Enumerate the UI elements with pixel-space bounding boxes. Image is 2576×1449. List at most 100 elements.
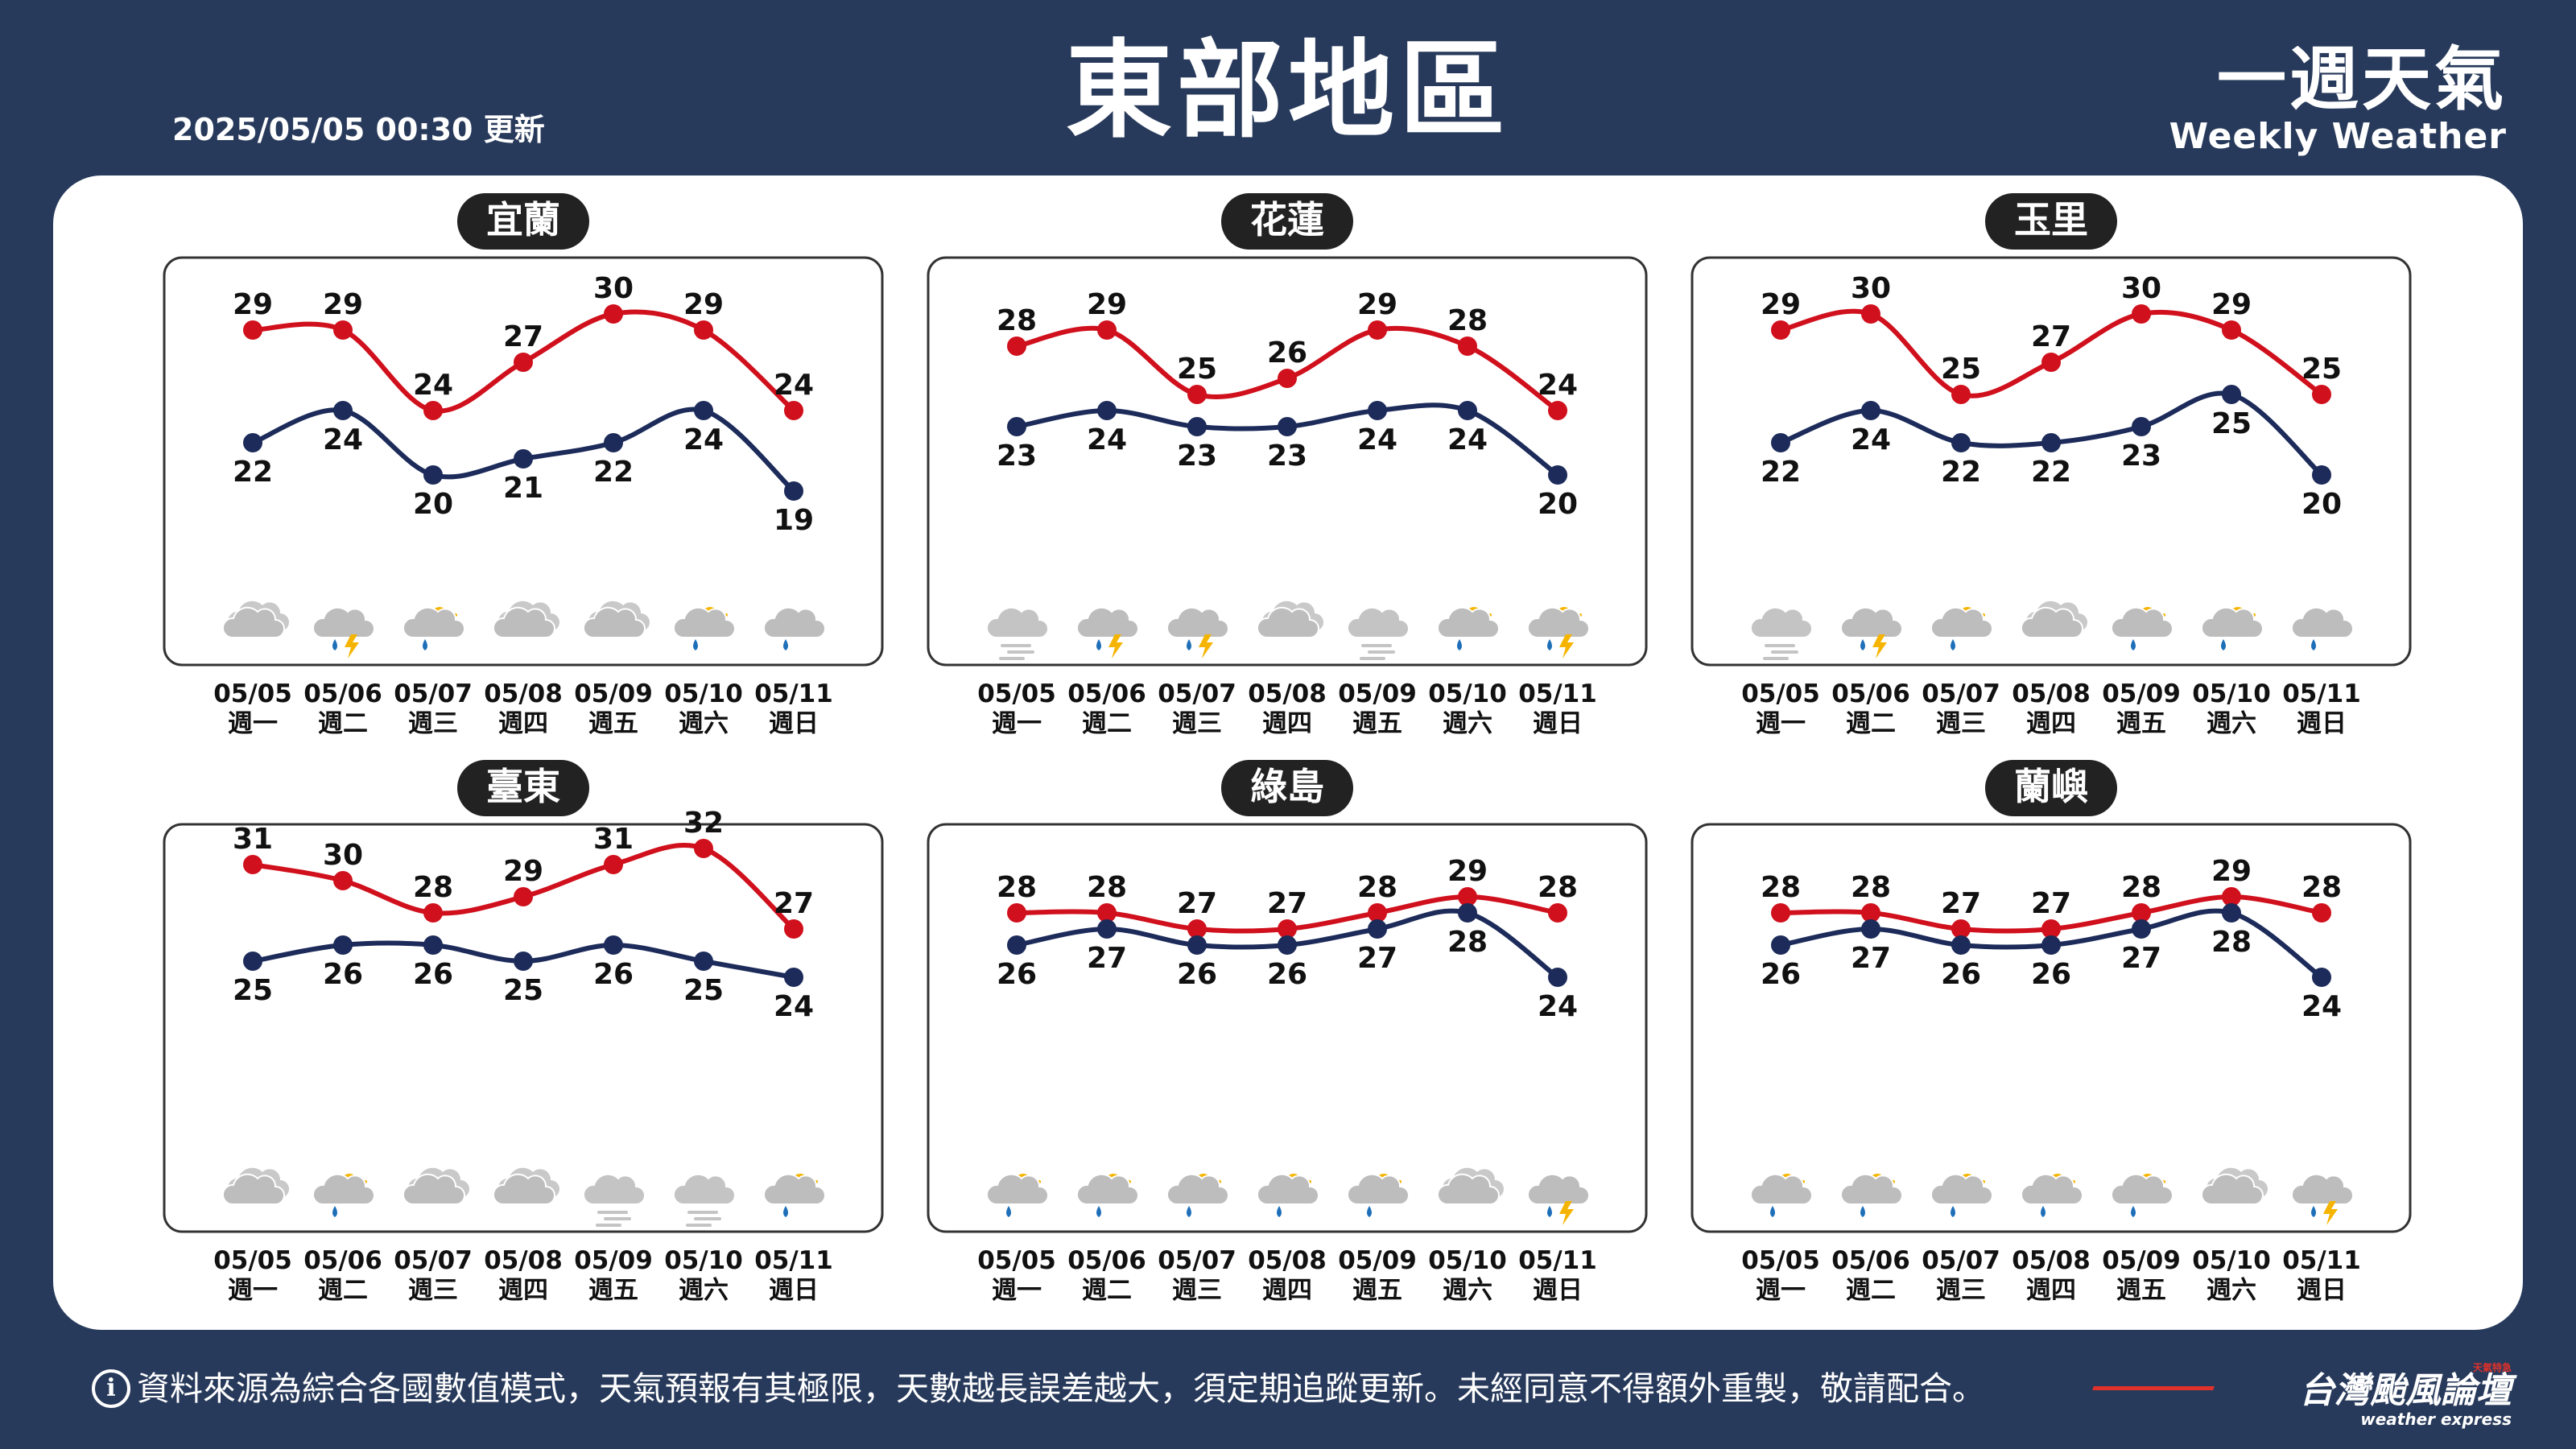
date-label: 05/06 [1067,1246,1146,1275]
date-label: 05/10 [664,1246,743,1275]
high-temp-point [1007,336,1026,356]
weekday-label: 週四 [1262,709,1312,738]
disclaimer: 資料來源為綜合各國數值模式，天氣預報有其極限，天數越長誤差越大，須定期追蹤更新。… [137,1369,1985,1408]
low-temp-point [694,952,713,971]
low-temp-point [514,449,533,469]
high-temp-label: 27 [503,320,543,353]
title-pill-bg [1221,193,1353,250]
cloud-shape [2201,1173,2264,1205]
high-temp-point [423,401,443,420]
lightning-icon [1199,634,1213,658]
high-temp-label: 28 [2121,871,2161,904]
title-pill-bg [1221,760,1353,816]
low-temp-label: 26 [1177,958,1217,991]
cloudy-icon [2021,601,2087,638]
raindrop-icon [783,639,788,650]
date-label: 05/05 [213,1246,292,1275]
low-temp-label: 22 [233,456,273,489]
cloud-shape [312,1173,375,1205]
low-temp-point [514,952,533,971]
low-temp-point [784,968,803,987]
low-temp-point [333,935,353,955]
high-temp-label: 31 [233,823,273,856]
chart-title: 宜蘭 [486,198,560,242]
date-label: 05/07 [394,1246,473,1275]
cloud-shape [673,1173,736,1205]
date-label: 05/09 [1338,679,1417,708]
cloud-shape [2291,606,2354,638]
raindrop-icon [1096,639,1101,650]
low-temp-label: 25 [683,974,724,1007]
weekday-label: 週日 [769,709,819,738]
raindrop-icon [2221,639,2226,650]
logo-stamp: 天氣特急 [2472,1362,2512,1373]
weekday-label: 週日 [2297,1276,2347,1305]
chart-title: 臺東 [486,765,560,808]
high-temp-label: 30 [593,272,634,305]
weekday-label: 週六 [679,1276,729,1305]
raindrop-icon [2131,1206,2136,1217]
high-temp-point [1771,903,1790,923]
high-temp-point [514,887,533,906]
weekday-label: 週五 [588,1276,638,1305]
date-label: 05/09 [1338,1246,1417,1275]
low-temp-label: 20 [413,488,453,521]
cloud-shape [1437,1173,1500,1205]
high-temp-point [2222,887,2241,906]
high-temp-label: 27 [2031,887,2071,920]
cloud-shape [1930,606,1993,638]
low-temp-point [1097,919,1117,939]
chart-title-pill: 宜蘭 [457,193,589,250]
cloud-shape [493,1173,555,1205]
cloud-shape [1750,606,1813,638]
high-temp-label: 24 [1538,369,1578,402]
partly-cloudy-rain-icon [2111,1173,2174,1217]
date-label: 05/11 [1518,679,1597,708]
date-label: 05/06 [303,679,382,708]
chart-frame [1690,256,2412,667]
brand-title: 一週天氣 [2217,39,2507,120]
high-temp-point [1951,385,1971,404]
raindrop-icon [2311,639,2316,650]
date-label: 05/10 [1428,1246,1507,1275]
raindrop-icon [2131,639,2136,650]
raindrop-icon [1006,1206,1011,1217]
date-label: 05/07 [1158,679,1236,708]
update-timestamp: 2025/05/05 00:30 更新 [172,112,545,147]
cloud-shape [402,606,465,638]
low-temp-point [423,465,443,485]
cloudy-icon [222,601,289,638]
low-temp-label: 25 [2211,407,2252,440]
high-temp-point [2041,919,2061,939]
low-temp-point [1861,401,1880,420]
weekday-label: 週日 [1533,1276,1583,1305]
high-temp-label: 25 [1941,353,1981,386]
high-temp-label: 27 [1177,887,1217,920]
high-temp-point [333,871,353,890]
raindrop-icon [1187,639,1191,650]
low-temp-label: 26 [997,958,1037,991]
thunderstorm-icon [1527,1173,1590,1225]
low-temp-point [423,935,443,955]
weekday-label: 週四 [1262,1276,1312,1305]
weekday-label: 週二 [1082,709,1132,738]
high-temp-label: 28 [1087,871,1127,904]
high-temp-label: 29 [503,855,543,888]
lightning-icon [1559,634,1574,658]
date-label: 05/10 [2192,1246,2271,1275]
high-temp-label: 27 [774,887,814,920]
high-temp-label: 28 [997,871,1037,904]
cloudy-icon [493,1167,559,1205]
fog-icon [1347,606,1410,660]
low-temp-label: 25 [503,974,543,1007]
partly-cloudy-thunder-icon [1527,606,1590,658]
low-temp-point [1771,935,1790,955]
low-temp-label: 28 [1447,926,1488,959]
weekday-label: 週五 [2116,709,2166,738]
lightning-icon [2323,1201,2338,1225]
high-temp-label: 31 [593,823,634,856]
cloud-shape [1347,1173,1410,1205]
cloud-shape [1347,606,1410,638]
weekday-label: 週五 [1352,1276,1402,1305]
high-temp-label: 27 [2031,320,2071,353]
